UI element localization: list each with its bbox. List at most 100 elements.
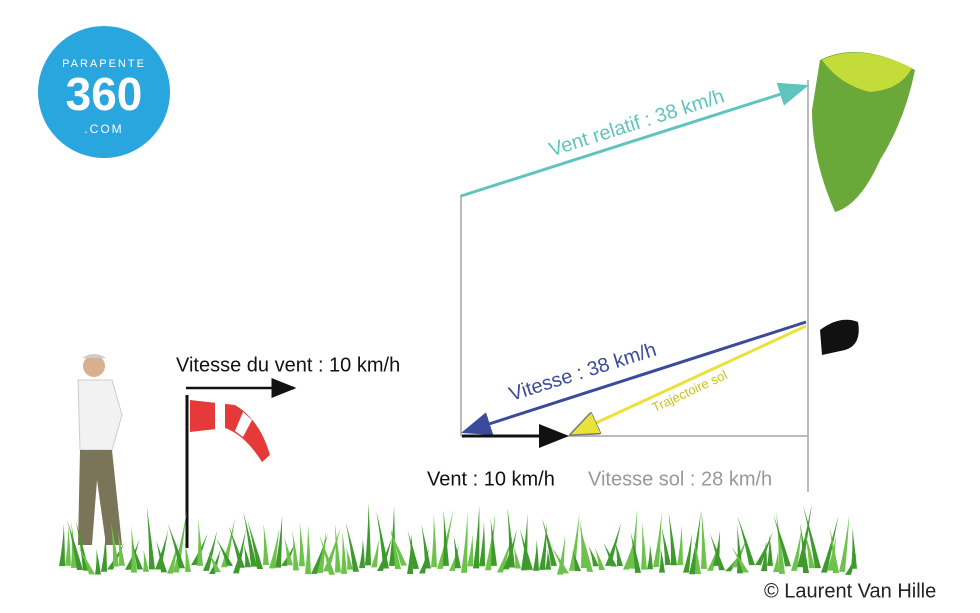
head xyxy=(83,355,105,377)
grass-blade xyxy=(197,519,203,566)
grass-blade xyxy=(221,517,236,568)
grass-blade xyxy=(131,543,143,570)
grass-blade xyxy=(359,539,365,569)
grass-blade xyxy=(689,510,701,575)
grass-blade xyxy=(453,535,461,569)
grass-blade xyxy=(569,512,580,571)
grass-blade xyxy=(389,530,407,566)
grass-blade xyxy=(110,521,119,567)
grass-blade xyxy=(346,547,353,570)
grass-blade xyxy=(421,524,431,569)
grass-blade xyxy=(243,544,251,568)
grass-blade xyxy=(341,531,347,574)
grass-blade xyxy=(389,505,396,566)
grass-blade xyxy=(407,530,419,569)
credit: © Laurent Van Hille xyxy=(764,580,936,602)
grass-blade xyxy=(677,525,683,566)
sock xyxy=(190,400,270,462)
grass-blade xyxy=(461,511,468,573)
grass-blade xyxy=(851,527,857,569)
logo-number: 360 xyxy=(66,68,143,120)
grass-blade xyxy=(101,532,107,572)
wing xyxy=(812,52,915,212)
grass-blade xyxy=(579,525,593,572)
trousers xyxy=(78,450,122,545)
grass-blade xyxy=(791,528,802,571)
grass-blade xyxy=(804,530,815,569)
grass-blade xyxy=(641,521,647,570)
grass-blade xyxy=(653,511,662,568)
grass-blade xyxy=(59,524,65,567)
wing-top xyxy=(822,52,912,92)
grass-blade xyxy=(473,505,480,569)
grass-blade xyxy=(117,529,125,566)
grass-blade xyxy=(767,534,773,566)
grass-blade xyxy=(247,520,263,570)
grass-blade xyxy=(334,523,341,573)
grass-blade xyxy=(605,522,622,566)
grass-blade xyxy=(95,549,101,575)
grass-blade xyxy=(845,552,857,575)
grass-blade xyxy=(75,520,89,571)
grass-blade xyxy=(345,522,359,572)
grass-blade xyxy=(228,525,245,568)
grass-blade xyxy=(319,534,335,575)
grass-blade xyxy=(299,522,305,567)
grass-blade xyxy=(659,547,665,573)
windsock xyxy=(185,395,270,548)
grass-blade xyxy=(243,511,257,567)
logo-bottom: .COM xyxy=(84,122,123,136)
grass-blade xyxy=(305,524,311,575)
grass-blade xyxy=(551,545,569,574)
grass-blade xyxy=(533,539,539,571)
grass-blade xyxy=(376,511,389,569)
grass-blade xyxy=(479,521,486,567)
grass-blade xyxy=(207,550,221,573)
grass-blade xyxy=(365,502,371,566)
grass-blade xyxy=(156,540,167,573)
grass-blade xyxy=(317,530,327,573)
grass-blade xyxy=(203,530,218,571)
grass-blade xyxy=(707,543,719,571)
person xyxy=(77,354,123,545)
grass-blade xyxy=(65,525,71,566)
grass-blade xyxy=(78,546,95,575)
grass-blade xyxy=(184,542,191,572)
grass-blade xyxy=(737,515,755,566)
grass-blade xyxy=(799,522,809,573)
grass-blade xyxy=(513,546,521,569)
logo[interactable]: PARAPENTE 360 .COM xyxy=(38,26,170,158)
ground-track-arrow xyxy=(572,324,807,434)
sock-stripe xyxy=(215,402,252,437)
grass-blade xyxy=(709,533,725,571)
grass-blade xyxy=(490,518,497,566)
grass-blade xyxy=(519,529,533,570)
grass-blade xyxy=(167,523,185,569)
grass-blade xyxy=(539,523,547,570)
grass-blade xyxy=(761,540,767,572)
grass-blade xyxy=(263,523,269,566)
grass-blade xyxy=(803,505,821,569)
grass-blade xyxy=(541,518,557,566)
grass-blade xyxy=(773,550,779,573)
grass-blade xyxy=(588,545,599,567)
grass-blade xyxy=(146,506,155,570)
airspeed-label: Vitesse : 38 km/h xyxy=(506,339,659,406)
wind-speed-label: Vitesse du vent : 10 km/h xyxy=(176,354,400,376)
grass-blade xyxy=(623,535,636,570)
grass-blade xyxy=(443,509,449,566)
grass-blade xyxy=(731,546,749,573)
grass-blade xyxy=(143,549,149,572)
wind-label: Vent : 10 km/h xyxy=(427,468,555,490)
grass-blade xyxy=(594,547,605,570)
grass xyxy=(59,502,857,575)
grass-blade xyxy=(467,533,474,567)
grass-blade xyxy=(431,514,437,568)
grass-blade xyxy=(545,549,551,570)
grass-blade xyxy=(694,540,701,575)
grass-blade xyxy=(773,514,791,567)
grass-blade xyxy=(572,550,581,572)
grass-blade xyxy=(603,542,617,567)
